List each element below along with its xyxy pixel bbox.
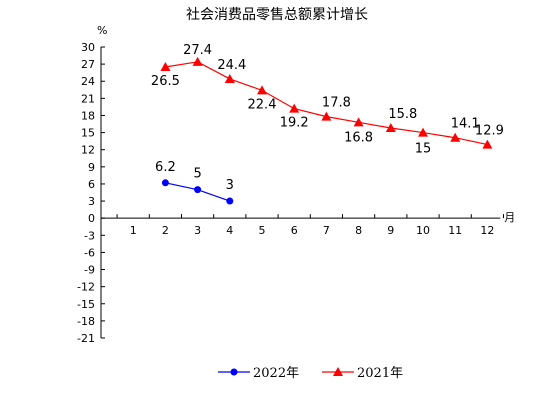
legend-item: 2022年 [218,366,299,381]
y-tick-label: 21 [81,92,95,105]
series-2022年 [161,179,234,205]
x-tick-label: 9 [387,224,394,237]
x-tick-label: 6 [291,224,298,237]
x-tick-label: 4 [226,224,233,237]
data-label: 15 [415,142,432,157]
y-tick-label: 0 [88,212,95,225]
point-marker [450,132,461,142]
y-tick-label: 27 [81,58,95,71]
point-marker [257,85,267,95]
data-label: 16.8 [344,130,373,145]
y-tick-label: 24 [81,75,95,88]
chart-title: 社会消费品零售总额累计增长 [186,7,368,23]
point-marker [224,73,235,83]
data-label: 6.2 [155,160,176,175]
legend-label: 2022年 [253,366,299,381]
x-tick-label: 12 [480,224,494,237]
data-label: 3 [226,178,234,193]
y-tick-label: -3 [84,229,95,242]
point-marker [160,61,171,71]
y-tick-label: -18 [77,315,95,328]
y-tick-label: 12 [81,144,95,157]
data-label: 5 [193,167,201,182]
data-label: 17.8 [322,96,351,111]
data-label: 19.2 [280,116,309,131]
x-tick-label: 7 [323,224,330,237]
y-tick-label: -9 [84,264,95,277]
y-tick-label: -15 [77,298,95,311]
x-tick-label: 10 [416,224,430,237]
x-tick-label: 1 [130,224,137,237]
y-tick-label: 9 [88,161,95,174]
y-axis-unit: % [97,24,107,37]
y-tick-label: 30 [81,41,95,54]
y-tick-label: 6 [88,178,95,191]
x-tick-label: 8 [355,224,362,237]
point-marker [194,186,202,194]
y-tick-label: 18 [81,109,95,122]
y-tick-label: -21 [77,332,95,345]
point-marker [230,368,238,376]
point-marker [226,197,234,205]
data-label: 22.4 [248,97,277,112]
data-label: 24.4 [217,58,246,73]
point-marker [192,56,203,66]
y-tick-label: 15 [81,127,95,140]
point-marker [289,103,300,113]
x-tick-label: 11 [448,224,462,237]
point-marker [333,367,343,376]
data-labels: 6.2 5 3 26.5 27.4 24.4 22.419.2 17.8 16.8 15.8 15 1… [151,43,504,193]
data-label: 27.4 [183,43,212,58]
data-label: 15.8 [388,107,417,122]
x-tick-label: 2 [162,224,169,237]
x-tick-label: 3 [194,224,201,237]
x-axis-unit: 月 [504,211,515,224]
legend-item: 2021年 [322,366,403,381]
legend: 2022年 2021年 [218,366,403,381]
y-tick-label: -12 [77,281,95,294]
data-label: 26.5 [151,74,180,89]
point-marker [161,179,169,187]
point-marker [353,117,364,127]
point-marker [321,111,332,121]
data-label: 14.1 [451,117,480,132]
point-marker [482,139,493,149]
x-tick-label: 5 [259,224,266,237]
data-label: 12.9 [475,124,504,139]
point-marker [385,123,396,133]
y-tick-label: -6 [84,246,95,259]
point-marker [418,127,428,137]
legend-label: 2021年 [357,366,403,381]
y-tick-label: 3 [88,195,95,208]
series-2021年 [160,56,493,149]
series-layer [160,56,493,205]
